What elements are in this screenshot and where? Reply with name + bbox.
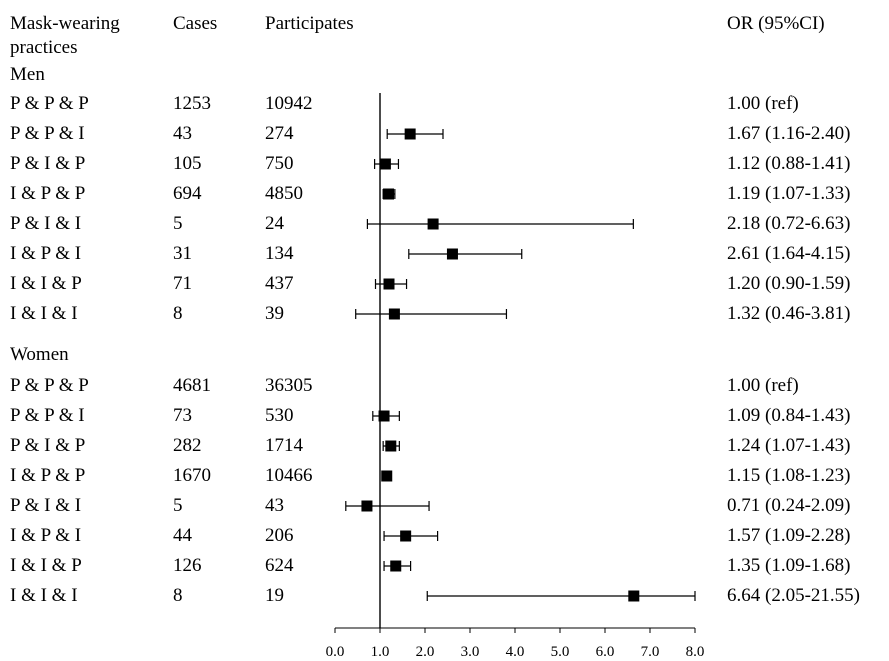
- cell-or-text: 1.32 (0.46-3.81): [727, 303, 851, 324]
- cell-or-text: 1.09 (0.84-1.43): [727, 405, 851, 426]
- cell-practice: I & P & P: [10, 465, 86, 486]
- x-tick-label: 2.0: [416, 644, 435, 660]
- cell-cases: 1670: [173, 465, 211, 486]
- estimate-point: [378, 410, 390, 422]
- cell-cases: 31: [173, 243, 192, 264]
- cell-cases: 43: [173, 123, 192, 144]
- cell-participates: 39: [265, 303, 284, 324]
- cell-cases: 282: [173, 435, 202, 456]
- cell-or-text: 2.61 (1.64-4.15): [727, 243, 851, 264]
- group-label: Men: [10, 64, 45, 85]
- cell-or-text: 1.24 (1.07-1.43): [727, 435, 851, 456]
- cell-participates: 10466: [265, 465, 313, 486]
- cell-or-text: 1.20 (0.90-1.59): [727, 273, 851, 294]
- header-or: OR (95%CI): [727, 13, 825, 34]
- cell-cases: 71: [173, 273, 192, 294]
- header-practices-line1: Mask-wearing: [10, 13, 120, 34]
- cell-cases: 4681: [173, 375, 211, 396]
- header-practices-line2: practices: [10, 37, 78, 58]
- cell-participates: 437: [265, 273, 294, 294]
- cell-participates: 134: [265, 243, 294, 264]
- estimate-point: [427, 218, 439, 230]
- cell-practice: P & P & I: [10, 405, 85, 426]
- x-tick-label: 7.0: [641, 644, 660, 660]
- cell-practice: I & P & I: [10, 243, 82, 264]
- cell-or-text: 0.71 (0.24-2.09): [727, 495, 851, 516]
- cell-cases: 5: [173, 213, 183, 234]
- cell-participates: 750: [265, 153, 294, 174]
- cell-or-text: 1.15 (1.08-1.23): [727, 465, 851, 486]
- cell-practice: P & P & I: [10, 123, 85, 144]
- estimate-point: [400, 530, 412, 542]
- estimate-point: [388, 308, 400, 320]
- cell-participates: 24: [265, 213, 284, 234]
- estimate-point: [383, 188, 395, 200]
- cell-or-text: 1.35 (1.09-1.68): [727, 555, 851, 576]
- header-participates: Participates: [265, 13, 354, 34]
- estimate-point: [404, 128, 416, 140]
- cell-cases: 73: [173, 405, 192, 426]
- estimate-point: [446, 248, 458, 260]
- cell-practice: P & P & P: [10, 93, 89, 114]
- cell-cases: 5: [173, 495, 183, 516]
- estimate-point: [379, 158, 391, 170]
- cell-participates: 624: [265, 555, 294, 576]
- estimate-point: [390, 560, 402, 572]
- cell-participates: 274: [265, 123, 294, 144]
- cell-practice: I & I & P: [10, 555, 82, 576]
- cell-practice: P & P & P: [10, 375, 89, 396]
- cell-participates: 10942: [265, 93, 313, 114]
- cell-participates: 43: [265, 495, 284, 516]
- cell-participates: 36305: [265, 375, 313, 396]
- cell-practice: P & I & P: [10, 435, 86, 456]
- x-tick-label: 6.0: [596, 644, 615, 660]
- cell-practice: P & I & I: [10, 213, 82, 234]
- cell-practice: I & I & I: [10, 585, 78, 606]
- cell-participates: 4850: [265, 183, 303, 204]
- cell-or-text: 1.57 (1.09-2.28): [727, 525, 851, 546]
- cell-practice: P & I & P: [10, 153, 86, 174]
- cell-cases: 8: [173, 303, 183, 324]
- cell-cases: 126: [173, 555, 202, 576]
- cell-or-text: 2.18 (0.72-6.63): [727, 213, 851, 234]
- cell-practice: P & I & I: [10, 495, 82, 516]
- cell-cases: 105: [173, 153, 202, 174]
- cell-cases: 694: [173, 183, 202, 204]
- header-cases: Cases: [173, 13, 218, 34]
- cell-participates: 530: [265, 405, 294, 426]
- estimate-point: [383, 278, 395, 290]
- x-tick-label: 4.0: [506, 644, 525, 660]
- x-tick-label: 5.0: [551, 644, 570, 660]
- cell-or-text: 1.19 (1.07-1.33): [727, 183, 851, 204]
- cell-cases: 1253: [173, 93, 211, 114]
- cell-practice: I & P & I: [10, 525, 82, 546]
- estimate-point: [385, 440, 397, 452]
- x-tick-label: 1.0: [371, 644, 390, 660]
- cell-practice: I & I & P: [10, 273, 82, 294]
- cell-or-text: 1.00 (ref): [727, 375, 799, 396]
- cell-participates: 1714: [265, 435, 303, 456]
- estimate-point: [628, 590, 640, 602]
- cell-or-text: 1.12 (0.88-1.41): [727, 153, 851, 174]
- cell-or-text: 1.00 (ref): [727, 93, 799, 114]
- x-tick-label: 8.0: [686, 644, 705, 660]
- cell-participates: 206: [265, 525, 294, 546]
- cell-or-text: 1.67 (1.16-2.40): [727, 123, 851, 144]
- cell-participates: 19: [265, 585, 284, 606]
- cell-or-text: 6.64 (2.05-21.55): [727, 585, 860, 606]
- cell-practice: I & P & P: [10, 183, 86, 204]
- estimate-point: [361, 500, 373, 512]
- estimate-point: [381, 470, 393, 482]
- x-tick-label: 0.0: [326, 644, 345, 660]
- cell-cases: 44: [173, 525, 192, 546]
- cell-practice: I & I & I: [10, 303, 78, 324]
- group-label: Women: [10, 344, 69, 365]
- cell-cases: 8: [173, 585, 183, 606]
- x-tick-label: 3.0: [461, 644, 480, 660]
